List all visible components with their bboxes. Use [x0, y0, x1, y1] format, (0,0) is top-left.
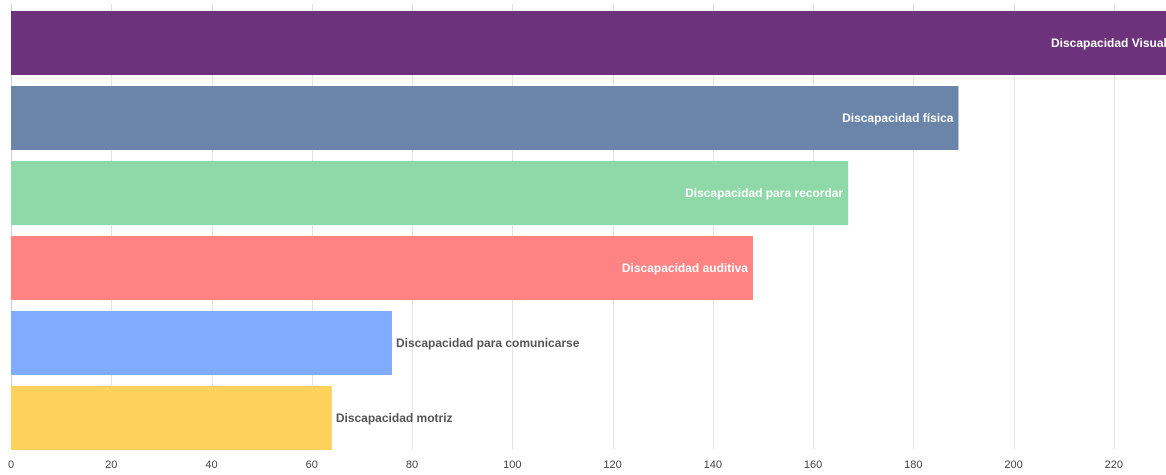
bar-label: Discapacidad para comunicarse [396, 336, 580, 350]
bar-label: Discapacidad para recordar [685, 186, 843, 200]
bar-label: Discapacidad motriz [336, 411, 453, 425]
bar-label: Discapacidad Visual [1051, 36, 1166, 50]
bar[interactable] [11, 86, 959, 150]
bar-label: Discapacidad física [842, 111, 954, 125]
x-tick-label: 180 [904, 459, 922, 471]
x-tick-label: 40 [205, 459, 217, 471]
gridlines [11, 4, 1115, 449]
x-tick-label: 60 [306, 459, 318, 471]
x-tick-label: 220 [1105, 459, 1123, 471]
x-tick-label: 20 [105, 459, 117, 471]
bars [11, 11, 1166, 450]
bar[interactable] [11, 386, 332, 450]
x-tick-label: 200 [1004, 459, 1022, 471]
x-axis-ticks: 0 20 40 60 80 100 120 140 160 180 200 220 [8, 459, 1123, 471]
bar-labels: Discapacidad Visual Discapacidad física Di… [336, 36, 1166, 425]
x-tick-label: 100 [503, 459, 521, 471]
bar[interactable] [11, 311, 392, 375]
x-tick-label: 80 [406, 459, 418, 471]
bar[interactable] [11, 236, 753, 300]
x-tick-label: 140 [704, 459, 722, 471]
bar-label: Discapacidad auditiva [622, 261, 748, 275]
x-tick-label: 160 [804, 459, 822, 471]
bar[interactable] [11, 11, 1166, 75]
x-tick-label: 0 [8, 459, 14, 471]
x-tick-label: 120 [603, 459, 621, 471]
bar[interactable] [11, 161, 849, 225]
